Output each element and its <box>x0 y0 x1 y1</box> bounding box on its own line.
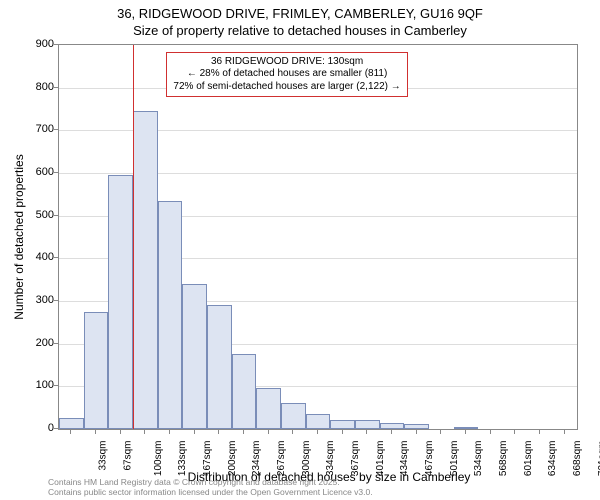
histogram-bar <box>84 312 109 429</box>
y-tick-label: 0 <box>14 422 54 434</box>
x-tick-mark <box>514 430 515 434</box>
x-tick-mark <box>317 430 318 434</box>
x-tick-mark <box>120 430 121 434</box>
annotation-line: ← 28% of detached houses are smaller (81… <box>173 68 400 81</box>
x-tick-label: 467sqm <box>424 441 435 477</box>
x-tick-mark <box>342 430 343 434</box>
histogram-bar <box>256 388 281 429</box>
x-tick-mark <box>366 430 367 434</box>
x-tick-label: 100sqm <box>153 441 164 477</box>
histogram-bar <box>182 284 207 429</box>
annotation-line: 72% of semi-detached houses are larger (… <box>173 81 400 94</box>
y-tick-mark <box>54 385 58 386</box>
x-tick-label: 200sqm <box>227 441 238 477</box>
x-tick-mark <box>416 430 417 434</box>
histogram-bar <box>330 420 355 429</box>
y-tick-label: 800 <box>14 81 54 93</box>
annotation-box: 36 RIDGEWOOD DRIVE: 130sqm← 28% of detac… <box>166 52 407 98</box>
footer-line-2: Contains public sector information licen… <box>48 488 373 498</box>
y-tick-mark <box>54 215 58 216</box>
x-tick-label: 434sqm <box>399 441 410 477</box>
plot-area: 36 RIDGEWOOD DRIVE: 130sqm← 28% of detac… <box>58 44 578 430</box>
x-tick-mark <box>243 430 244 434</box>
x-tick-label: 634sqm <box>547 441 558 477</box>
x-tick-label: 601sqm <box>523 441 534 477</box>
histogram-bar <box>454 427 479 429</box>
x-tick-label: 167sqm <box>202 441 213 477</box>
x-tick-mark <box>95 430 96 434</box>
histogram-bar <box>133 111 158 429</box>
y-tick-mark <box>54 129 58 130</box>
y-tick-label: 300 <box>14 294 54 306</box>
x-tick-label: 334sqm <box>325 441 336 477</box>
x-tick-mark <box>144 430 145 434</box>
y-tick-label: 100 <box>14 379 54 391</box>
y-tick-label: 900 <box>14 38 54 50</box>
x-tick-label: 267sqm <box>276 441 287 477</box>
footer-attribution: Contains HM Land Registry data © Crown c… <box>48 478 373 498</box>
x-tick-mark <box>268 430 269 434</box>
x-tick-label: 401sqm <box>375 441 386 477</box>
chart-container: 36, RIDGEWOOD DRIVE, FRIMLEY, CAMBERLEY,… <box>0 0 600 500</box>
property-marker-line <box>133 45 134 429</box>
y-tick-label: 400 <box>14 251 54 263</box>
histogram-bar <box>281 403 306 429</box>
y-tick-mark <box>54 172 58 173</box>
y-tick-mark <box>54 257 58 258</box>
x-tick-mark <box>564 430 565 434</box>
x-tick-label: 568sqm <box>498 441 509 477</box>
y-tick-mark <box>54 44 58 45</box>
y-tick-label: 700 <box>14 123 54 135</box>
histogram-bar <box>59 418 84 429</box>
histogram-bar <box>207 305 232 429</box>
annotation-line: 36 RIDGEWOOD DRIVE: 130sqm <box>173 56 400 69</box>
x-tick-label: 300sqm <box>301 441 312 477</box>
x-tick-mark <box>292 430 293 434</box>
y-tick-mark <box>54 87 58 88</box>
y-tick-label: 500 <box>14 209 54 221</box>
x-tick-label: 501sqm <box>449 441 460 477</box>
y-tick-mark <box>54 300 58 301</box>
histogram-bar <box>355 420 380 429</box>
y-tick-mark <box>54 343 58 344</box>
histogram-bar <box>232 354 257 429</box>
x-tick-mark <box>218 430 219 434</box>
x-tick-mark <box>169 430 170 434</box>
x-tick-mark <box>194 430 195 434</box>
x-tick-label: 668sqm <box>572 441 583 477</box>
histogram-bar <box>306 414 331 429</box>
x-tick-mark <box>391 430 392 434</box>
chart-title-main: 36, RIDGEWOOD DRIVE, FRIMLEY, CAMBERLEY,… <box>0 6 600 21</box>
y-tick-label: 200 <box>14 337 54 349</box>
histogram-bar <box>108 175 133 429</box>
x-tick-label: 534sqm <box>473 441 484 477</box>
x-tick-label: 67sqm <box>123 441 134 471</box>
x-tick-label: 33sqm <box>98 441 109 471</box>
chart-title-sub: Size of property relative to detached ho… <box>0 23 600 38</box>
x-tick-mark <box>465 430 466 434</box>
x-tick-label: 234sqm <box>251 441 262 477</box>
histogram-bar <box>380 423 405 429</box>
x-tick-mark <box>440 430 441 434</box>
x-tick-label: 133sqm <box>177 441 188 477</box>
x-tick-mark <box>70 430 71 434</box>
x-tick-label: 367sqm <box>350 441 361 477</box>
y-tick-mark <box>54 428 58 429</box>
y-tick-label: 600 <box>14 166 54 178</box>
histogram-bar <box>158 201 183 429</box>
x-tick-mark <box>490 430 491 434</box>
x-tick-mark <box>539 430 540 434</box>
histogram-bar <box>404 424 429 429</box>
